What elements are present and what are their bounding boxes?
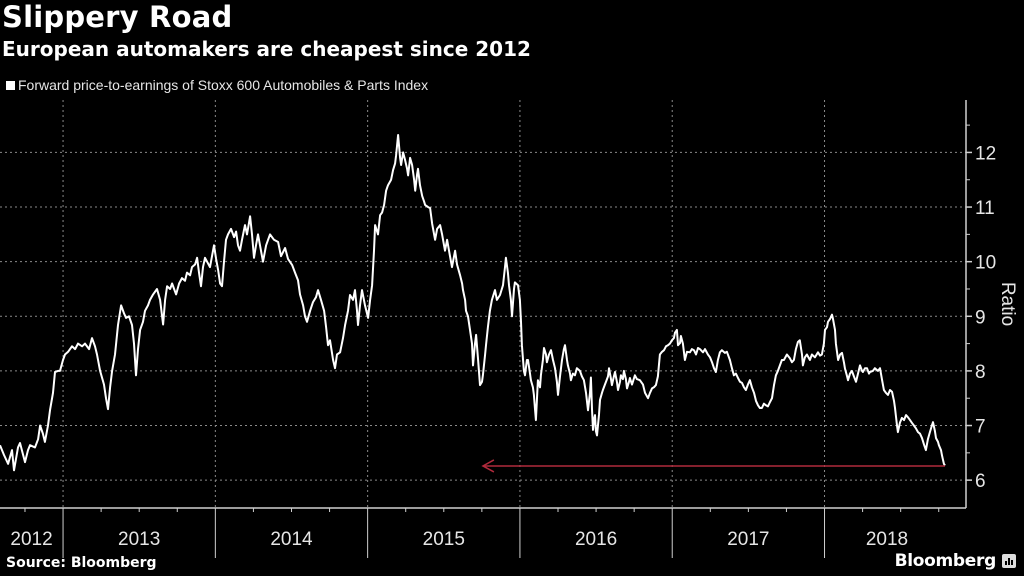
y-tick-label: 12 <box>975 143 996 164</box>
x-tick-label: 2015 <box>423 529 465 550</box>
annotation-layer <box>481 459 945 473</box>
source-note: Source: Bloomberg <box>6 555 157 571</box>
chart-subtitle: European automakers are cheapest since 2… <box>2 37 531 61</box>
x-tick-label: 2016 <box>575 529 617 550</box>
x-tick-label: 2012 <box>10 529 52 550</box>
y-tick-label: 8 <box>975 362 986 383</box>
x-tick-label: 2014 <box>270 529 313 550</box>
series-layer <box>0 134 946 472</box>
chart-title: Slippery Road <box>2 0 233 34</box>
y-axis-label: Ratio <box>997 282 1018 326</box>
legend-swatch <box>6 80 15 90</box>
axes <box>0 100 967 509</box>
y-axis-ticks: 6 7 8 9 10 11 12 <box>966 124 996 492</box>
bloomberg-chart-icon <box>1002 554 1016 568</box>
y-tick-label: 11 <box>975 198 995 219</box>
arrow-head <box>481 459 495 473</box>
y-tick-label: 10 <box>975 253 996 274</box>
x-tick-label: 2017 <box>727 529 769 550</box>
series-line <box>0 134 946 472</box>
brand-name: Bloomberg <box>894 551 997 571</box>
vertical-gridlines <box>62 100 826 508</box>
legend-label: Forward price-to-earnings of Stoxx 600 A… <box>18 77 429 93</box>
y-tick-label: 9 <box>975 307 986 328</box>
x-tick-label: 2013 <box>118 529 160 550</box>
legend: Forward price-to-earnings of Stoxx 600 A… <box>6 77 428 93</box>
x-tick-label: 2018 <box>866 529 908 550</box>
y-tick-label: 7 <box>975 417 986 438</box>
x-axis-ticks: 2012 2013 2014 2015 2016 2017 2018 <box>10 508 940 558</box>
horizontal-gridlines <box>0 151 966 481</box>
brand-logo: Bloomberg <box>895 551 1016 571</box>
y-tick-label: 6 <box>975 471 986 492</box>
